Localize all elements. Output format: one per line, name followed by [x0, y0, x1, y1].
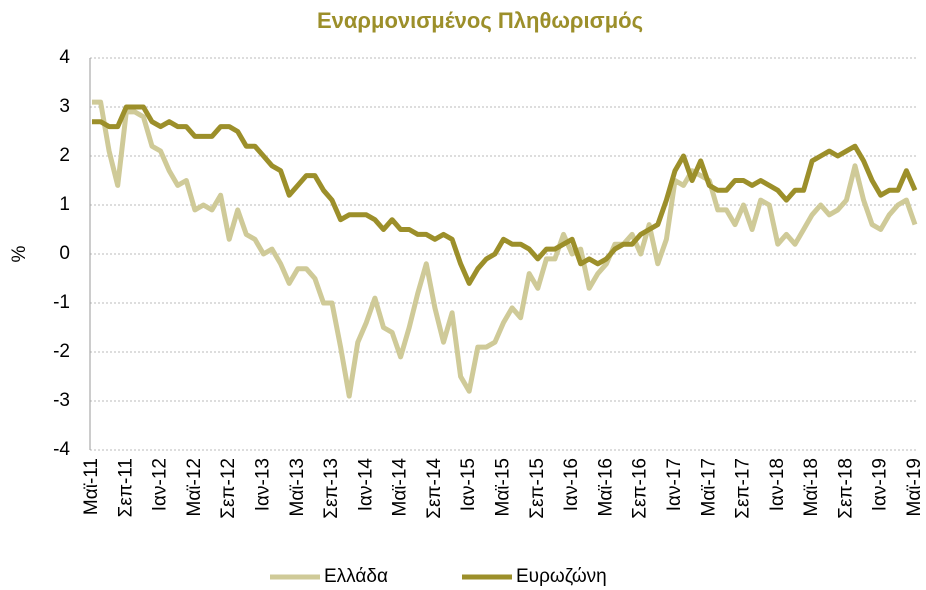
legend-label: Ευρωζώνη — [516, 566, 607, 587]
x-tick-label: Σεπ-15 — [527, 458, 548, 519]
legend-label: Ελλάδα — [324, 566, 388, 587]
y-axis-label: % — [9, 245, 30, 262]
x-tick-label: Σεπ-16 — [630, 458, 651, 519]
x-tick-label: Ιαν-13 — [252, 458, 273, 511]
chart-title: Εναρμονισμένος Πληθωρισμός — [317, 8, 643, 33]
x-tick-label: Μαϊ-17 — [698, 458, 719, 517]
x-tick-label: Ιαν-16 — [561, 458, 582, 511]
x-tick-label: Ιαν-12 — [150, 458, 171, 511]
y-tick-label: 2 — [59, 145, 70, 166]
x-tick-label: Ιαν-14 — [355, 458, 376, 512]
x-tick-label: Σεπ-13 — [321, 458, 342, 519]
x-tick-label: Σεπ-14 — [424, 458, 445, 519]
x-tick-label: Σεπ-18 — [835, 458, 856, 519]
y-tick-label: -2 — [53, 341, 70, 362]
x-tick-label: Ιαν-19 — [870, 458, 891, 511]
y-tick-label: 4 — [59, 47, 70, 68]
x-tick-label: Μαϊ-15 — [493, 458, 514, 517]
x-tick-label: Μαϊ-19 — [904, 458, 925, 517]
y-tick-label: -3 — [53, 390, 70, 411]
x-tick-label: Ιαν-18 — [767, 458, 788, 511]
x-tick-label: Μαϊ-11 — [81, 458, 102, 515]
x-tick-label: Ιαν-17 — [664, 458, 685, 511]
x-tick-label: Μαϊ-18 — [801, 458, 822, 517]
y-tick-label: -1 — [53, 292, 70, 313]
x-tick-label: Σεπ-11 — [115, 458, 136, 517]
x-tick-label: Σεπ-17 — [733, 458, 754, 519]
series-line — [92, 99, 918, 399]
y-tick-label: 3 — [59, 96, 70, 117]
x-tick-label: Ιαν-15 — [458, 458, 479, 511]
y-tick-label: 0 — [59, 243, 70, 264]
x-tick-label: Μαϊ-12 — [184, 458, 205, 517]
x-tick-label: Μαϊ-16 — [595, 458, 616, 517]
x-tick-label: Σεπ-12 — [218, 458, 239, 519]
y-tick-label: -4 — [53, 439, 70, 460]
y-tick-label: 1 — [59, 194, 70, 215]
series-line — [92, 104, 918, 286]
x-tick-label: Μαϊ-13 — [287, 458, 308, 517]
x-tick-label: Μαϊ-14 — [390, 458, 411, 517]
